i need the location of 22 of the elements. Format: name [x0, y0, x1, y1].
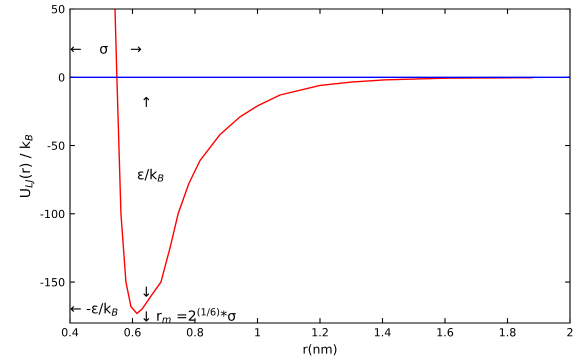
- x-tick-label: 0.4: [62, 328, 78, 336]
- y-tick-label: -150: [40, 278, 64, 286]
- x-tick-label: 0.6: [124, 328, 141, 336]
- x-tick-label: 0.8: [186, 328, 204, 336]
- y-tick-label: -100: [40, 210, 64, 218]
- x-tick-label: 1: [255, 328, 260, 336]
- annotation: ↓: [143, 311, 150, 322]
- annotation: ↑: [143, 96, 150, 108]
- x-tick-label: 2: [567, 328, 572, 336]
- annotation: ← σ →: [70, 46, 142, 54]
- y-tick-label: 50: [52, 4, 64, 14]
- y-tick-label: 0: [58, 73, 64, 82]
- annotation: ↓: [143, 286, 150, 297]
- annotation: ε/k$_{B}$: [138, 168, 164, 182]
- annotation: ← -ε/k$_{B}$: [70, 302, 118, 316]
- x-tick-label: 1.6: [437, 328, 454, 336]
- x-tick-label: 1.2: [312, 328, 328, 336]
- x-tick-label: 1.8: [500, 328, 516, 336]
- y-axis-title: U$_{LJ}$(r) / k$_{B}$: [20, 134, 34, 197]
- x-tick-label: 1.4: [374, 328, 391, 336]
- x-axis-title: r(nm): [304, 344, 336, 356]
- y-tick-label: -50: [48, 141, 64, 150]
